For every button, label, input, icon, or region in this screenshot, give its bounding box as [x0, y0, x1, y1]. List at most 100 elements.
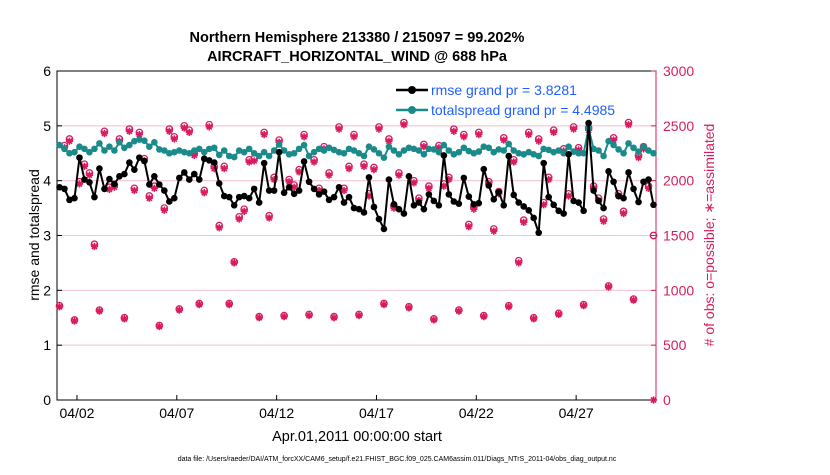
y-axis-left-label: rmse and totalspread — [26, 169, 42, 301]
totalspread-point — [335, 148, 343, 156]
totalspread-point — [370, 146, 378, 153]
obs-assimilated-point — [200, 189, 208, 197]
totalspread-point — [200, 148, 208, 156]
totalspread-point — [71, 148, 78, 156]
obs-assimilated-point — [240, 207, 248, 215]
obs-assimilated-point — [90, 242, 99, 251]
rmse-point — [295, 187, 303, 194]
rmse-point — [146, 181, 153, 188]
x-tick-label: 04/22 — [459, 405, 494, 421]
totalspread-point — [195, 145, 203, 153]
rmse-point — [525, 206, 533, 214]
totalspread-point — [500, 147, 508, 154]
rmse-point — [485, 182, 493, 189]
rmse-point — [175, 174, 183, 182]
rmse-point — [315, 191, 323, 198]
totalspread-point — [605, 137, 612, 145]
y-left-tick-label: 5 — [43, 118, 51, 134]
totalspread-point — [156, 146, 163, 153]
obs-assimilated-point — [100, 129, 109, 138]
totalspread-point — [325, 144, 333, 152]
rmse-point — [61, 185, 68, 193]
totalspread-point — [420, 151, 428, 158]
rmse-point — [255, 199, 263, 206]
rmse-point — [275, 148, 283, 156]
obs-assimilated-point — [599, 217, 608, 225]
totalspread-point — [180, 148, 188, 156]
totalspread-point — [415, 147, 423, 154]
y-axis-right: 0 500 1000 1500 2000 2500 3000 — [651, 63, 694, 408]
rmse-point — [530, 214, 538, 222]
rmse-point — [250, 185, 258, 193]
totalspread-point — [81, 145, 88, 153]
obs-assimilated-point — [624, 121, 633, 129]
rmse-point — [585, 119, 592, 127]
rmse-point — [151, 172, 158, 180]
obs-assimilated-point — [510, 158, 518, 166]
totalspread-point — [540, 145, 547, 153]
rmse-point — [490, 196, 498, 203]
totalspread-point — [310, 148, 318, 156]
obs-assimilated-point — [80, 162, 89, 171]
rmse-point — [215, 180, 223, 187]
rmse-point — [325, 196, 333, 204]
totalspread-point — [490, 148, 498, 156]
totalspread-point — [205, 145, 213, 153]
totalspread-point — [400, 147, 408, 154]
obs-assimilated-point — [629, 296, 638, 304]
rmse-point — [136, 154, 143, 161]
rmse-point — [465, 193, 473, 200]
totalspread-point — [640, 143, 647, 150]
totalspread-point — [620, 149, 627, 157]
obs-possible-point — [649, 231, 658, 240]
obs-assimilated-point — [145, 194, 153, 202]
totalspread-point — [600, 152, 607, 160]
rmse-point — [425, 191, 433, 198]
obs-assimilated-point — [475, 131, 483, 139]
totalspread-point — [66, 149, 73, 157]
totalspread-point — [560, 149, 567, 157]
data-file-footer: data file: /Users/raeder/DAI/ATM_forcXX/… — [178, 456, 617, 463]
totalspread-point — [580, 149, 587, 157]
obs-assimilated-point — [470, 205, 478, 213]
rmse-point — [195, 176, 203, 183]
totalspread-point — [215, 151, 223, 159]
obs-assimilated-point — [65, 137, 74, 145]
rmse-point — [480, 165, 488, 173]
rmse-point — [630, 185, 637, 193]
totalspread-point — [300, 141, 308, 149]
rmse-point — [210, 159, 218, 166]
rmse-point — [220, 192, 228, 200]
series-totalspread — [56, 125, 657, 161]
rmse-point — [520, 203, 528, 210]
obs-assimilated-point — [225, 300, 233, 309]
totalspread-point — [525, 148, 533, 156]
y-left-tick-label: 6 — [43, 63, 51, 79]
rmse-point — [500, 202, 508, 209]
obs-assimilated-point — [505, 303, 513, 311]
obs-assimilated-point — [220, 165, 228, 173]
y-right-tick-label: 0 — [663, 392, 671, 408]
rmse-point — [365, 174, 373, 181]
totalspread-point — [146, 143, 153, 150]
rmse-point — [76, 154, 83, 161]
legend-spread-marker — [408, 106, 416, 114]
rmse-point — [81, 176, 88, 183]
totalspread-point — [330, 146, 338, 154]
y-left-tick-label: 2 — [43, 282, 51, 298]
rmse-point — [126, 159, 133, 166]
totalspread-point — [270, 147, 278, 154]
totalspread-point — [320, 147, 328, 154]
totalspread-point — [405, 144, 413, 152]
rmse-point — [495, 188, 503, 196]
obs-assimilated-point — [305, 311, 313, 320]
obs-assimilated-point — [520, 218, 528, 226]
rmse-point — [320, 188, 328, 195]
obs-assimilated-point — [205, 123, 213, 131]
y-right-tick-label: 2000 — [663, 173, 694, 189]
totalspread-point — [220, 147, 228, 154]
rmse-point — [590, 187, 597, 194]
rmse-point — [310, 185, 318, 193]
totalspread-point — [485, 144, 493, 152]
